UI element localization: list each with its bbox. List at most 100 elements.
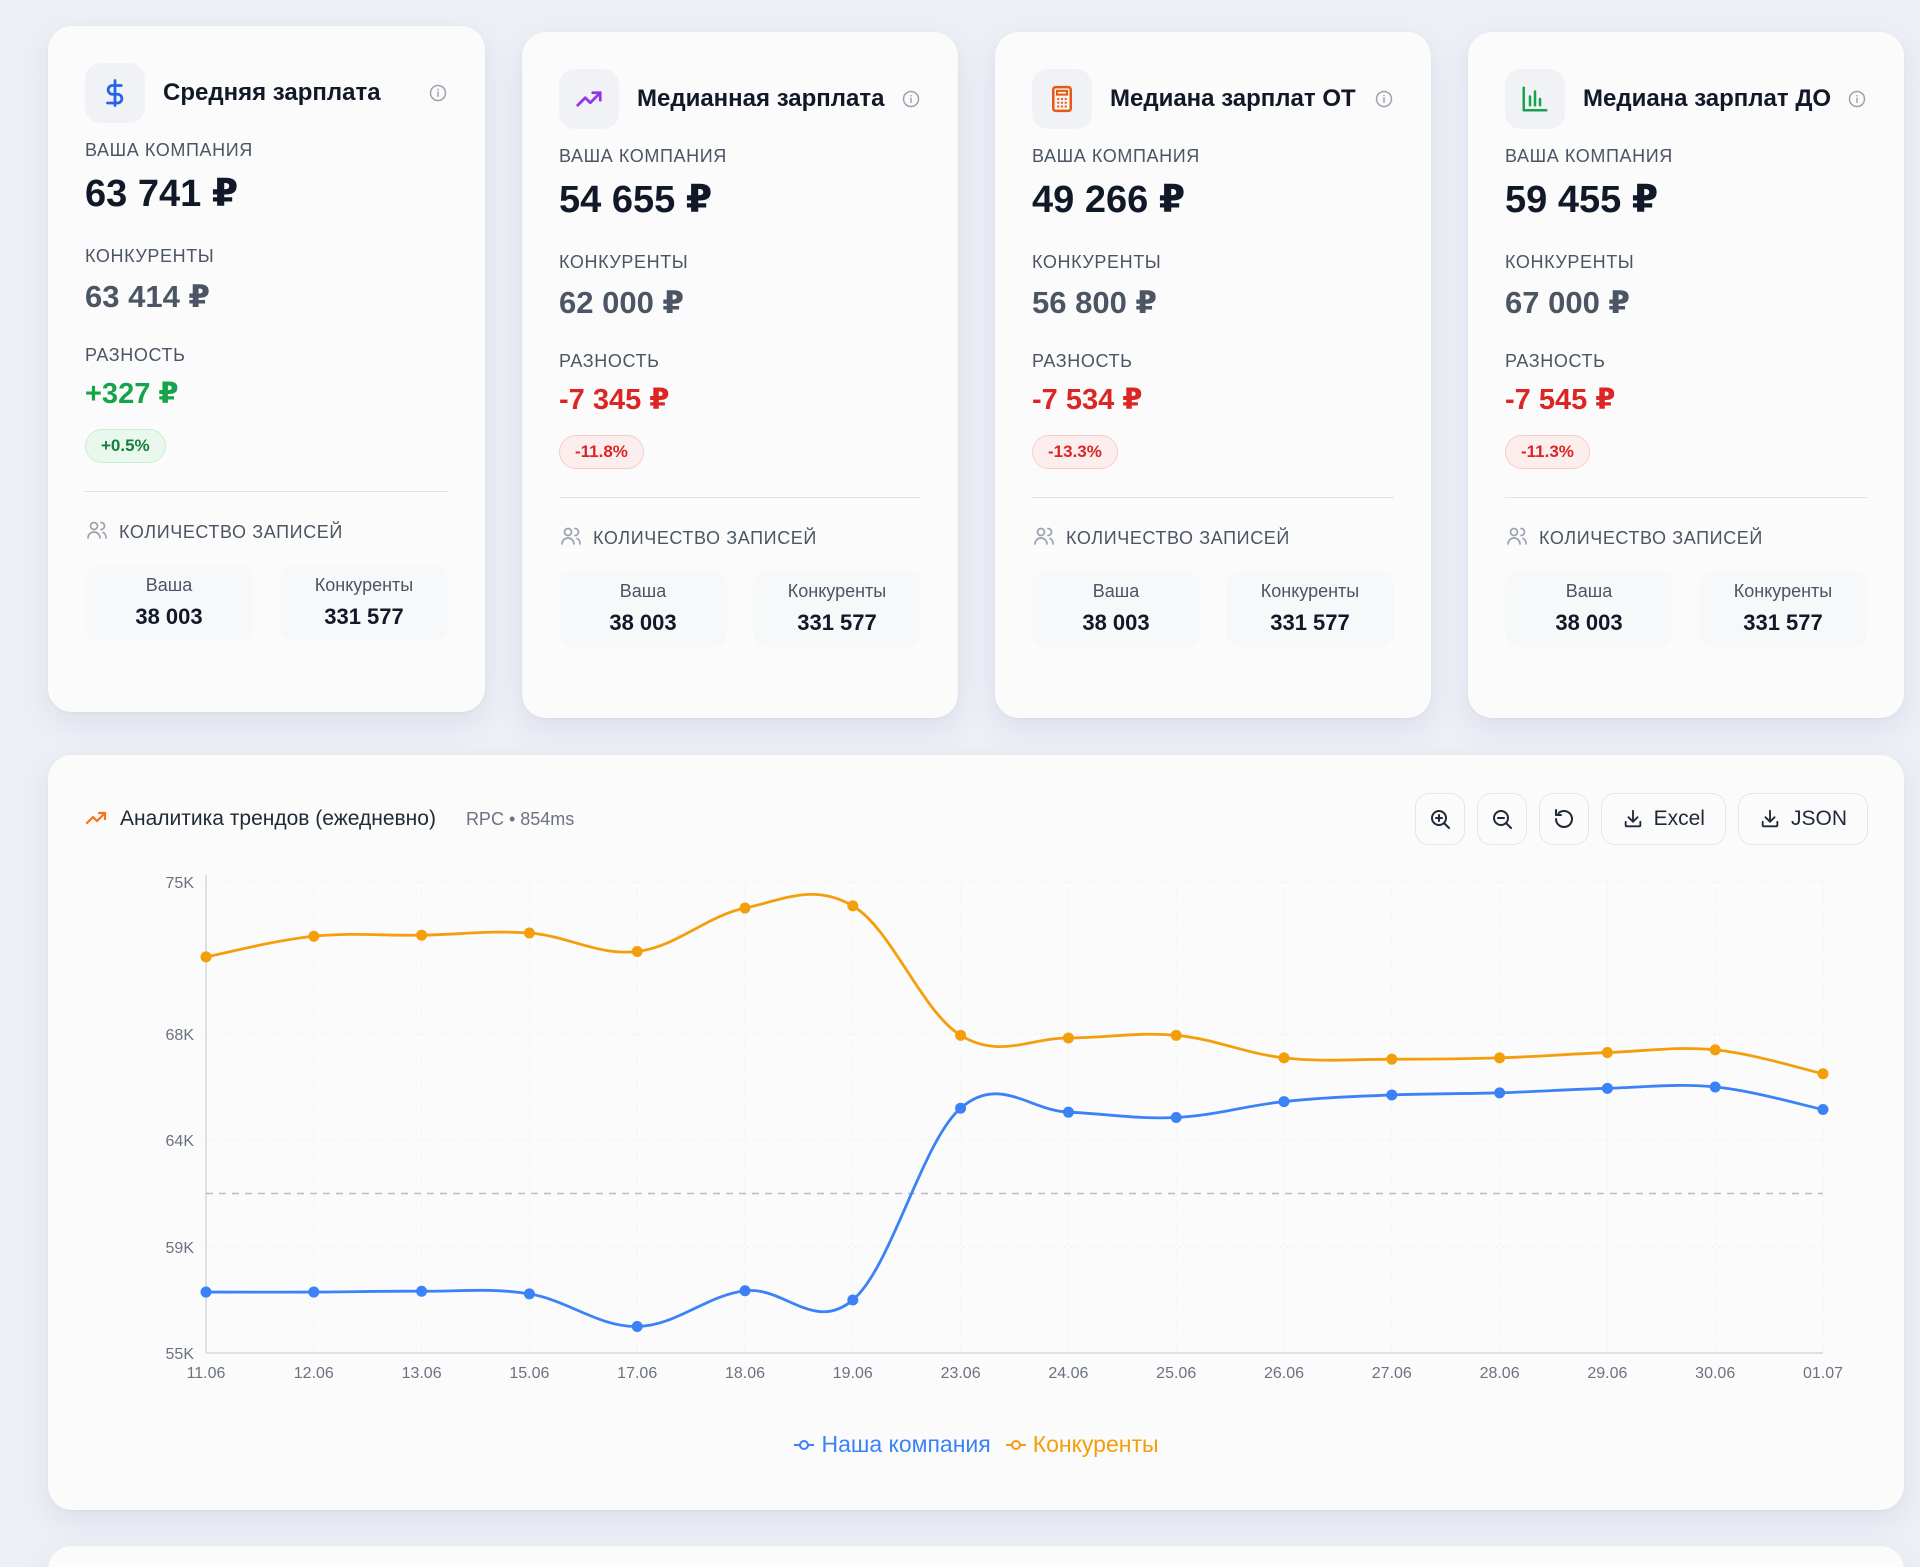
competitors-value: 63 414 ₽ [85, 279, 210, 314]
diff-label: РАЗНОСТЬ [1505, 351, 1606, 371]
ours-count-box: Ваша 38 003 [85, 565, 253, 641]
legend-item-company[interactable]: Наша компания [793, 1431, 991, 1458]
theirs-count-label: Конкуренты [787, 581, 887, 601]
diff-value: -7 345 ₽ [559, 384, 670, 416]
diff-value: -7 534 ₽ [1032, 384, 1143, 416]
data-point [416, 929, 428, 941]
data-point [955, 1029, 967, 1041]
trend-up-icon [85, 811, 107, 825]
data-point [416, 1285, 428, 1297]
records-count-header: КОЛИЧЕСТВО ЗАПИСЕЙ [1032, 524, 1394, 553]
x-tick-label: 19.06 [833, 1365, 873, 1382]
series-line [205, 1084, 1824, 1328]
series-line [205, 892, 1824, 1076]
kpi-card: Медианная зарплата ВАША КОМПАНИЯ 54 655 … [522, 32, 958, 718]
x-tick-label: 25.06 [1156, 1365, 1196, 1382]
calculator-icon [1032, 69, 1092, 129]
legend-item-competitors[interactable]: Конкуренты [1005, 1431, 1159, 1458]
theirs-count-value: 331 577 [797, 610, 877, 635]
company-label: ВАША КОМПАНИЯ [1505, 146, 1673, 166]
company-value: 63 741 ₽ [85, 173, 239, 215]
records-count-row: Ваша 38 003 Конкуренты 331 577 [1032, 571, 1394, 647]
y-tick-label: 64K [166, 1133, 195, 1150]
ours-count-label: Ваша [619, 581, 667, 601]
export-json-button[interactable]: JSON [1737, 793, 1868, 845]
kpi-card: Средняя зарплата ВАША КОМПАНИЯ 63 741 ₽ … [48, 26, 485, 712]
users-icon [85, 518, 109, 547]
kpi-card-header: Медиана зарплат ДО [1505, 68, 1867, 130]
data-point [200, 1286, 212, 1298]
ours-count-label: Ваша [1092, 581, 1140, 601]
info-icon[interactable] [1847, 89, 1867, 109]
export-excel-button[interactable]: Excel [1600, 793, 1726, 845]
divider [1505, 497, 1867, 498]
records-count-row: Ваша 38 003 Конкуренты 331 577 [1505, 571, 1867, 647]
company-label: ВАША КОМПАНИЯ [559, 146, 727, 166]
records-count-header: КОЛИЧЕСТВО ЗАПИСЕЙ [85, 518, 448, 547]
info-icon[interactable] [428, 83, 448, 103]
users-icon [1032, 524, 1056, 553]
records-count-row: Ваша 38 003 Конкуренты 331 577 [85, 565, 448, 641]
data-point [955, 1102, 967, 1114]
reset-icon [1554, 809, 1573, 828]
x-tick-label: 15.06 [509, 1365, 549, 1382]
kpi-card-header: Медианная зарплата [559, 68, 921, 130]
chart-meta: RPC • 854ms [465, 808, 575, 829]
theirs-count-box: Конкуренты 331 577 [753, 571, 921, 647]
data-point [1386, 1089, 1398, 1101]
competitors-label: КОНКУРЕНТЫ [1505, 252, 1635, 272]
data-point [1278, 1096, 1290, 1108]
records-count-label: КОЛИЧЕСТВО ЗАПИСЕЙ [1066, 528, 1290, 548]
trending-up-icon [559, 69, 619, 129]
export-json-label: JSON [1790, 807, 1847, 830]
x-tick-label: 28.06 [1480, 1365, 1520, 1382]
theirs-count-label: Конкуренты [1260, 581, 1360, 601]
line-chart[interactable]: 75K 68K 64K 59K 55K 11.06 12.06 13.06 15.06 17.06… [48, 755, 1904, 1435]
kpi-card-header: Средняя зарплата [85, 62, 448, 124]
records-count-label: КОЛИЧЕСТВО ЗАПИСЕЙ [119, 522, 343, 542]
theirs-count-box: Конкуренты 331 577 [1226, 571, 1394, 647]
kpi-card-title: Средняя зарплата [163, 79, 381, 106]
x-tick-label: 11.06 [187, 1365, 226, 1382]
zoom-out-icon [1492, 810, 1512, 829]
zoom-in-icon [1430, 810, 1450, 829]
kpi-card-title: Медиана зарплат ДО [1583, 85, 1832, 112]
reset-zoom-button[interactable] [1538, 793, 1589, 845]
x-tick-label: 12.06 [294, 1365, 334, 1382]
records-count-header: КОЛИЧЕСТВО ЗАПИСЕЙ [1505, 524, 1867, 553]
data-point [847, 900, 859, 912]
x-tick-label: 18.06 [725, 1365, 765, 1382]
data-point [631, 1321, 643, 1332]
records-count-label: КОЛИЧЕСТВО ЗАПИСЕЙ [1539, 528, 1763, 548]
kpi-card-title: Медиана зарплат ОТ [1110, 85, 1356, 112]
legend-label: Наша компания [821, 1431, 991, 1457]
competitors-label: КОНКУРЕНТЫ [85, 246, 215, 266]
ours-count-value: 38 003 [1082, 610, 1150, 635]
data-point [847, 1294, 859, 1306]
info-icon[interactable] [901, 89, 921, 109]
data-point [1817, 1068, 1829, 1080]
divider [1032, 497, 1394, 498]
x-tick-label: 29.06 [1587, 1365, 1627, 1382]
data-point [1601, 1047, 1613, 1059]
data-point [1386, 1053, 1398, 1065]
kpi-card: Медиана зарплат ОТ ВАША КОМПАНИЯ 49 266 … [995, 32, 1431, 718]
x-tick-label: 26.06 [1264, 1365, 1304, 1382]
download-icon [1761, 809, 1779, 828]
dollar-icon [85, 63, 145, 123]
diff-percent-badge: -11.3% [1505, 435, 1590, 469]
data-point [1817, 1104, 1829, 1116]
x-tick-label: 23.06 [941, 1365, 981, 1382]
chart-legend: Наша компания Конкуренты [48, 1431, 1904, 1458]
competitors-label: КОНКУРЕНТЫ [1032, 252, 1162, 272]
data-point [1278, 1052, 1290, 1064]
info-icon[interactable] [1374, 89, 1394, 109]
diff-value: -7 545 ₽ [1505, 384, 1616, 416]
zoom-out-button[interactable] [1476, 793, 1527, 845]
data-point [1170, 1111, 1182, 1123]
diff-percent-badge: +0.5% [85, 429, 166, 463]
company-value: 49 266 ₽ [1032, 179, 1186, 221]
chart-toolbar: Excel JSON [1403, 793, 1868, 845]
zoom-in-button[interactable] [1414, 793, 1465, 845]
users-icon [1505, 524, 1529, 553]
